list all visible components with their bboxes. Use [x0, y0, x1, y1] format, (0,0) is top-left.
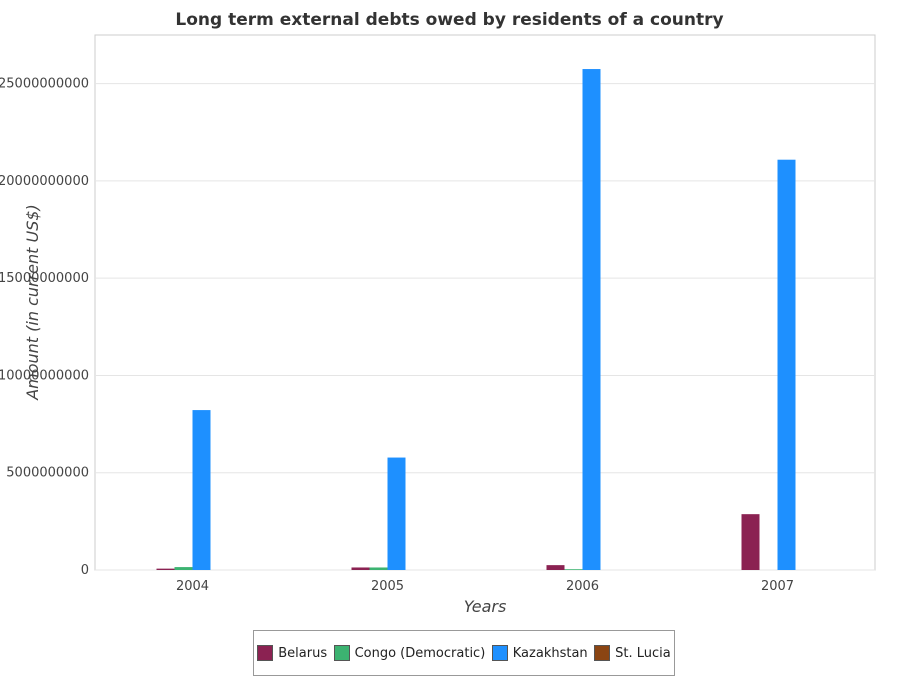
bar-kazakhstan-2007: [777, 159, 796, 570]
bar-kazakhstan-2005: [387, 457, 406, 570]
legend-swatch: [594, 645, 611, 661]
bars: [156, 69, 796, 570]
legend-item: Kazakhstan: [491, 645, 588, 661]
bar-belarus-2006: [546, 565, 565, 570]
legend-label: Kazakhstan: [512, 645, 588, 661]
legend-label: Belarus: [278, 645, 328, 661]
y-tick-label: 15000000000: [0, 271, 89, 286]
y-tick-label: 10000000000: [0, 368, 89, 383]
x-axis-ticks: 2004 2005 2006 2007: [176, 579, 794, 594]
y-tick-label: 5000000000: [6, 466, 89, 481]
bar-congo-democratic--2006: [564, 569, 583, 570]
legend-swatch: [257, 645, 274, 661]
legend-swatch: [333, 645, 350, 661]
x-tick-label: 2004: [176, 579, 209, 594]
chart-title: Long term external debts owed by residen…: [175, 10, 724, 30]
bar-belarus-2005: [351, 567, 370, 570]
legend: Belarus Congo (Democratic) Kazakhstan St. L…: [253, 630, 675, 676]
x-axis-label: Years: [464, 597, 507, 616]
bar-belarus-2007: [741, 514, 760, 570]
legend-swatch: [491, 645, 508, 661]
y-axis-ticks: 0 5000000000 10000000000 15000000000 2000000…: [0, 77, 89, 578]
bar-kazakhstan-2006: [582, 69, 601, 570]
y-tick-label: 20000000000: [0, 174, 89, 189]
x-tick-label: 2006: [566, 579, 599, 594]
x-tick-label: 2007: [761, 579, 794, 594]
bar-kazakhstan-2004: [192, 410, 211, 570]
plot-area: [94, 34, 876, 571]
legend-label: St. Lucia: [615, 645, 671, 661]
legend-item: Belarus: [257, 645, 327, 661]
y-axis-label: Amount (in current US$): [23, 204, 42, 401]
y-tick-label: 25000000000: [0, 77, 89, 92]
bar-congo-democratic--2005: [369, 567, 388, 570]
legend-label: Congo (Democratic): [354, 645, 486, 661]
legend-item: St. Lucia: [594, 645, 671, 661]
x-tick-label: 2005: [371, 579, 404, 594]
legend-item: Congo (Democratic): [333, 645, 486, 661]
bar-belarus-2004: [156, 568, 175, 570]
y-tick-label: 0: [81, 563, 89, 578]
bar-congo-democratic--2004: [174, 567, 193, 570]
